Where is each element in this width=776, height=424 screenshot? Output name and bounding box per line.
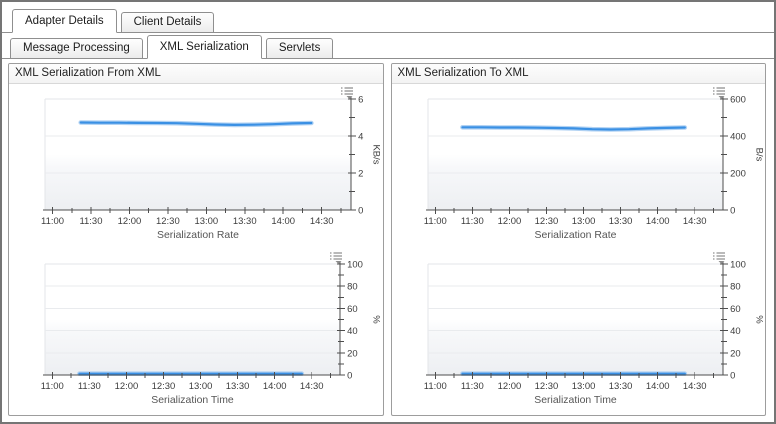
svg-text:11:00: 11:00 [41, 381, 64, 392]
svg-text:12:00: 12:00 [118, 216, 142, 227]
tab-xml-serialization[interactable]: XML Serialization [146, 35, 262, 59]
svg-text:14:00: 14:00 [271, 216, 295, 227]
panel-title: XML Serialization To XML [391, 64, 765, 84]
svg-text:12:30: 12:30 [534, 216, 558, 227]
svg-text:12:00: 12:00 [115, 381, 139, 392]
chart-canvas: 11:00 11:30 12:00 12:30 13:00 13:30 14:00 14:30… [41, 259, 382, 406]
panel-title: XML Serialization From XML [9, 64, 383, 84]
svg-text:20: 20 [347, 348, 358, 359]
svg-text:B/s: B/s [753, 148, 764, 162]
tab-client-details[interactable]: Client Details [120, 12, 215, 33]
svg-text:40: 40 [347, 326, 358, 337]
legend-menu-icon[interactable] [712, 86, 727, 99]
svg-text:Serialization Rate: Serialization Rate [534, 230, 616, 241]
legend-menu-icon[interactable] [329, 251, 344, 264]
svg-text:14:00: 14:00 [645, 381, 669, 392]
svg-text:80: 80 [347, 282, 358, 293]
svg-text:13:30: 13:30 [608, 381, 632, 392]
panel-to-xml: XML Serialization To XML 11:00 11:30 12:00… [390, 63, 766, 416]
svg-text:12:30: 12:30 [152, 381, 176, 392]
svg-text:6: 6 [358, 94, 363, 105]
panel-from-xml: XML Serialization From XML 11:00 11:30 12:… [8, 63, 384, 416]
svg-text:200: 200 [730, 168, 746, 179]
svg-text:2: 2 [358, 168, 363, 179]
svg-text:%: % [753, 315, 764, 324]
svg-text:%: % [371, 315, 382, 324]
serialization-rate-chart: 11:00 11:30 12:00 12:30 13:00 13:30 14:00 14:30… [9, 85, 383, 250]
svg-text:13:00: 13:00 [194, 216, 218, 227]
svg-text:12:30: 12:30 [534, 381, 558, 392]
svg-text:Serialization Rate: Serialization Rate [157, 230, 239, 241]
svg-text:11:30: 11:30 [460, 216, 483, 227]
svg-text:40: 40 [730, 326, 741, 337]
serialization-rate-chart: 11:00 11:30 12:00 12:30 13:00 13:30 14:00 14:30… [392, 85, 766, 250]
svg-text:14:00: 14:00 [645, 216, 669, 227]
svg-text:11:30: 11:30 [460, 381, 483, 392]
svg-text:400: 400 [730, 131, 746, 142]
panels-row: XML Serialization From XML 11:00 11:30 12:… [8, 63, 766, 416]
svg-text:4: 4 [358, 131, 363, 142]
svg-text:0: 0 [730, 370, 735, 381]
svg-text:12:30: 12:30 [156, 216, 180, 227]
svg-text:11:30: 11:30 [80, 216, 103, 227]
svg-text:13:30: 13:30 [608, 216, 632, 227]
svg-text:13:00: 13:00 [571, 381, 595, 392]
serialization-time-chart: 11:00 11:30 12:00 12:30 13:00 13:30 14:00 14:30… [392, 250, 766, 415]
svg-text:13:30: 13:30 [233, 216, 257, 227]
primary-tabstrip: Adapter Details Client Details [2, 2, 774, 33]
serialization-time-chart: 11:00 11:30 12:00 12:30 13:00 13:30 14:00 14:30… [9, 250, 383, 415]
svg-text:100: 100 [347, 259, 363, 270]
chart-canvas: 11:00 11:30 12:00 12:30 13:00 13:30 14:00 14:30… [423, 259, 764, 406]
svg-text:12:00: 12:00 [497, 381, 521, 392]
svg-text:11:00: 11:00 [41, 216, 64, 227]
svg-text:11:30: 11:30 [78, 381, 101, 392]
svg-text:0: 0 [347, 370, 352, 381]
tab-adapter-details[interactable]: Adapter Details [12, 9, 117, 33]
tab-servlets[interactable]: Servlets [265, 38, 334, 59]
svg-text:80: 80 [730, 282, 741, 293]
chart-canvas: 11:00 11:30 12:00 12:30 13:00 13:30 14:00 14:30… [41, 94, 382, 241]
tab-message-processing[interactable]: Message Processing [10, 38, 143, 59]
svg-text:20: 20 [730, 348, 741, 359]
svg-text:13:00: 13:00 [189, 381, 213, 392]
legend-menu-icon[interactable] [340, 86, 355, 99]
svg-text:100: 100 [730, 259, 746, 270]
svg-text:0: 0 [730, 205, 735, 216]
svg-text:600: 600 [730, 94, 746, 105]
svg-text:13:30: 13:30 [226, 381, 250, 392]
svg-text:KB/s: KB/s [371, 144, 382, 164]
svg-text:Serialization Time: Serialization Time [151, 395, 234, 406]
svg-text:0: 0 [358, 205, 363, 216]
svg-text:11:00: 11:00 [423, 381, 446, 392]
legend-menu-icon[interactable] [712, 251, 727, 264]
svg-text:60: 60 [347, 304, 358, 315]
svg-text:60: 60 [730, 304, 741, 315]
svg-text:14:30: 14:30 [682, 216, 706, 227]
svg-text:14:30: 14:30 [682, 381, 706, 392]
svg-text:11:00: 11:00 [423, 216, 446, 227]
chart-canvas: 11:00 11:30 12:00 12:30 13:00 13:30 14:00 14:30… [423, 94, 764, 241]
svg-text:14:30: 14:30 [300, 381, 324, 392]
svg-text:14:30: 14:30 [310, 216, 334, 227]
panel-charts: 11:00 11:30 12:00 12:30 13:00 13:30 14:00 14:30… [9, 84, 383, 415]
secondary-tabstrip: Message Processing XML Serialization Ser… [2, 33, 774, 59]
svg-text:12:00: 12:00 [497, 216, 521, 227]
svg-text:14:00: 14:00 [263, 381, 287, 392]
svg-text:13:00: 13:00 [571, 216, 595, 227]
panel-charts: 11:00 11:30 12:00 12:30 13:00 13:30 14:00 14:30… [392, 84, 766, 415]
svg-text:Serialization Time: Serialization Time [534, 395, 617, 406]
